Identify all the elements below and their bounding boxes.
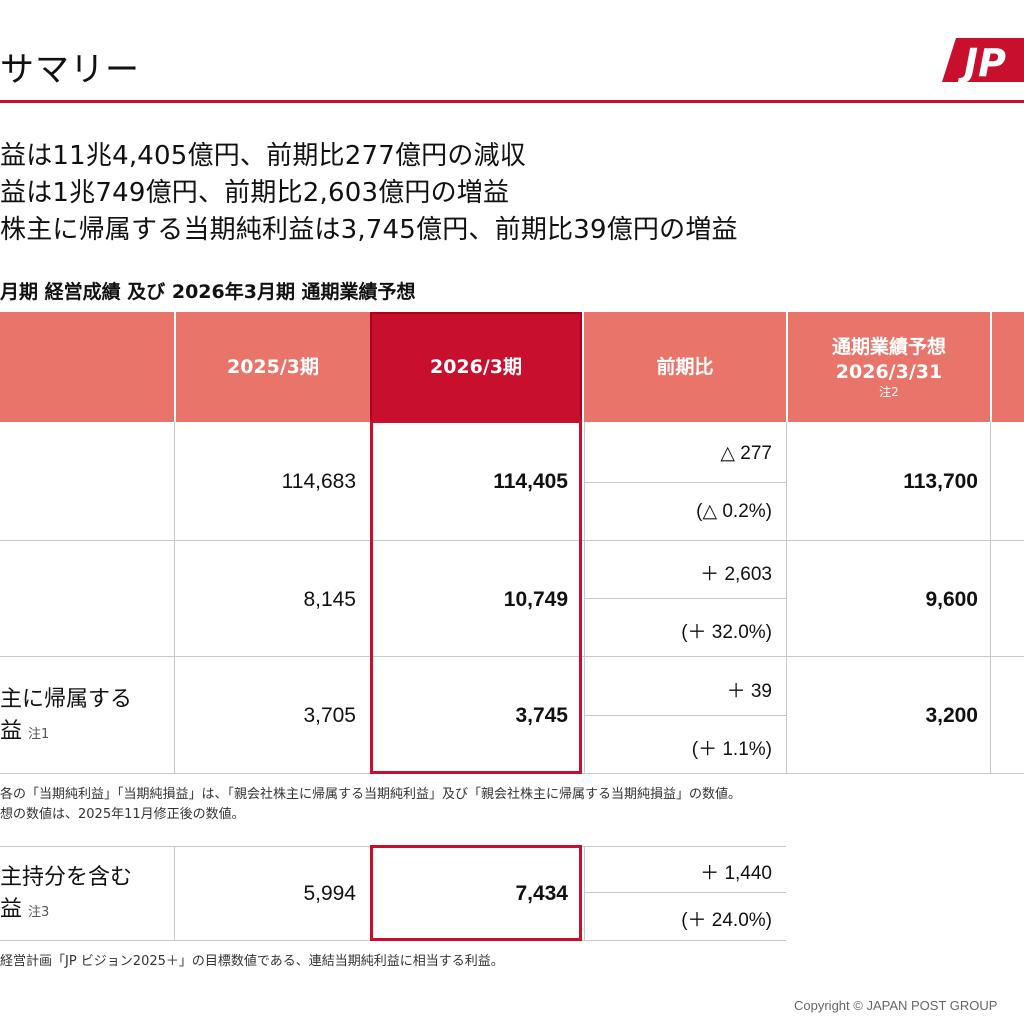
row1-yoy-pct: (△ 0.2%) [696,501,772,522]
header-forecast: 通期業績予想 2026/3/31 注2 [788,312,990,422]
summary-bullets: 益は11兆4,405億円、前期比277億円の減収 益は1兆749億円、前期比2,… [0,138,738,249]
table2-yoy-pct: (＋ 24.0%) [681,910,772,931]
table2-label: 主持分を含む 益注3 [0,865,133,922]
row3-curr: 3,745 [515,704,568,727]
current-year-highlight [370,420,582,774]
title-rule [0,100,1024,103]
table2-col-divider [584,846,585,940]
row1-yoy-abs: △ 277 [720,443,772,464]
header-extra-cell [992,312,1024,422]
table2-sub-divider [584,892,786,893]
col-divider [174,422,175,773]
row3-label: 主に帰属する 益注1 [0,687,133,744]
row2-yoy-abs: ＋ 2,603 [700,564,772,585]
table-subhead: 月期 経営成績 及び 2026年3月期 通期業績予想 [0,281,416,303]
table2-yoy-abs: ＋ 1,440 [700,863,772,884]
row1-curr: 114,405 [493,470,568,493]
japan-post-logo: JP [942,36,1024,84]
header-blank-cell [0,312,174,422]
footnote-1: 各の「当期純利益」「当期純損益」は、「親会社株主に帰属する当期純利益」及び「親会… [0,787,742,802]
footnote-2: 想の数値は、2025年11月修正後の数値。 [0,807,245,822]
table2-curr: 7,434 [515,882,568,905]
row2-yoy-pct: (＋ 32.0%) [681,622,772,643]
row3-prev: 3,705 [303,704,356,727]
page-title: サマリー [0,50,140,90]
row-divider [0,656,1024,657]
svg-text:JP: JP [957,41,1006,84]
row3-yoy-pct: (＋ 1.1%) [691,739,772,760]
row2-forecast: 9,600 [925,588,978,611]
bullet-profit: 益は1兆749億円、前期比2,603億円の増益 [0,178,510,208]
row2-prev: 8,145 [303,588,356,611]
table2-col-divider [174,846,175,940]
sub-row-divider [584,598,786,599]
row1-prev: 114,683 [281,470,356,493]
header-prev-year: 2025/3期 [176,312,370,422]
sub-row-divider [584,715,786,716]
copyright: Copyright © JAPAN POST GROUP [794,998,998,1013]
col-divider [786,422,787,773]
footnote-3: 経営計画「JP ビジョン2025＋」の目標数値である、連結当期純利益に相当する利… [0,954,504,969]
bullet-net-income: 株主に帰属する当期純利益は3,745億円、前期比39億円の増益 [0,215,738,245]
header-yoy: 前期比 [584,312,786,422]
col-divider [584,422,585,773]
row3-note: 注1 [28,727,50,742]
row2-curr: 10,749 [503,588,568,611]
bullet-revenue: 益は11兆4,405億円、前期比277億円の減収 [0,141,526,171]
table2-note: 注3 [28,905,50,920]
sub-row-divider [584,482,786,483]
header-current-year: 2026/3期 [370,312,582,422]
row3-forecast: 3,200 [925,704,978,727]
row1-forecast: 113,700 [903,470,978,493]
table2-highlight [370,845,582,941]
table2-prev: 5,994 [303,882,356,905]
row-divider [0,540,1024,541]
row3-yoy-abs: ＋ 39 [726,681,772,702]
col-divider [990,422,991,773]
